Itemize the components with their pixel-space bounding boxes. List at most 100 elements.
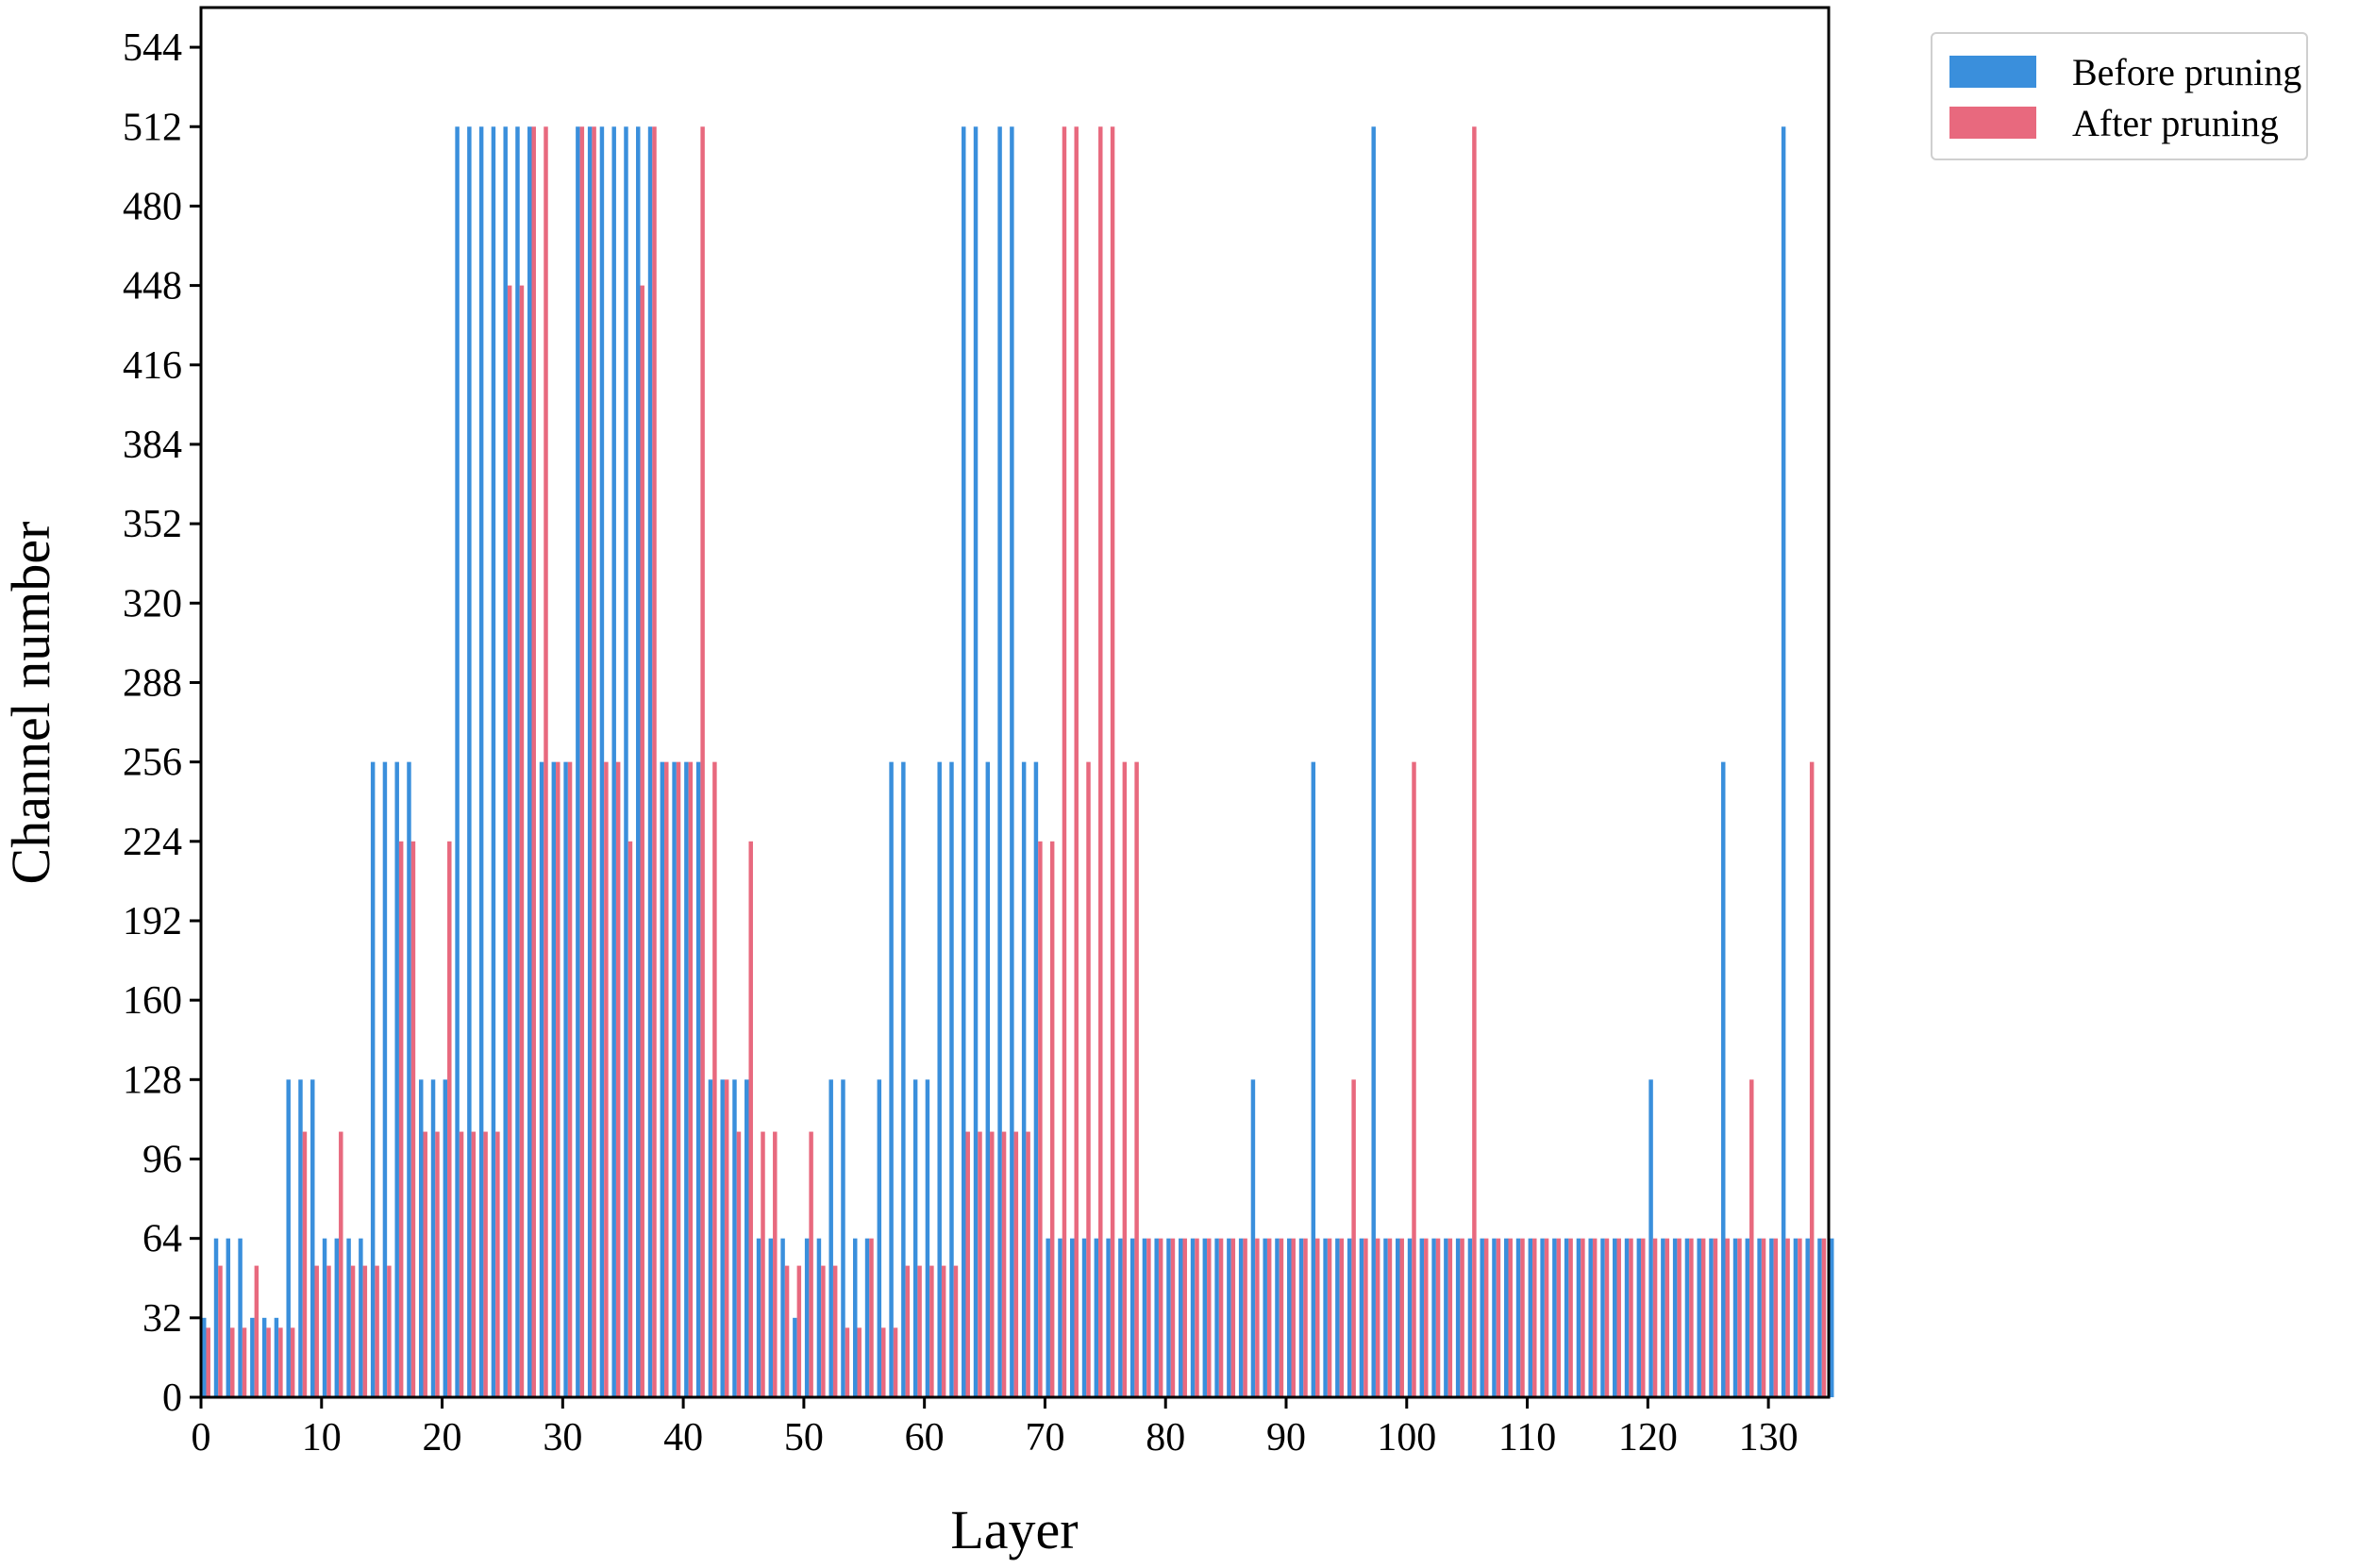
bar-before-73 [1081, 1238, 1087, 1397]
bar-after-60 [929, 1265, 934, 1397]
bar-before-49 [793, 1317, 797, 1397]
bar-after-124 [1700, 1238, 1706, 1397]
bar-before-129 [1757, 1238, 1762, 1397]
bar-after-79 [1158, 1238, 1163, 1397]
bar-after-14 [375, 1265, 379, 1397]
bar-after-92 [1315, 1238, 1320, 1397]
bar-before-70 [1046, 1238, 1050, 1397]
bar-after-55 [869, 1238, 874, 1397]
bar-after-71 [1062, 126, 1067, 1397]
bar-before-19 [430, 1079, 436, 1397]
bar-after-127 [1737, 1238, 1742, 1397]
bar-before-29 [551, 761, 557, 1397]
bar-after-11 [339, 1131, 343, 1397]
bar-after-12 [350, 1265, 356, 1397]
bar-after-19 [435, 1131, 440, 1397]
bar-before-13 [359, 1238, 363, 1397]
bar-after-64 [978, 1131, 982, 1397]
bar-after-41 [700, 126, 705, 1397]
bar-before-27 [527, 126, 532, 1397]
bar-before-109 [1515, 1238, 1521, 1397]
bar-before-39 [672, 761, 677, 1397]
bar-after-118 [1629, 1238, 1633, 1397]
bar-before-80 [1166, 1238, 1171, 1397]
y-tick-label-416: 416 [123, 344, 182, 388]
bar-before-4 [250, 1317, 255, 1397]
bar-after-104 [1460, 1238, 1464, 1397]
bar-after-15 [387, 1265, 392, 1397]
bar-before-71 [1058, 1238, 1062, 1397]
bar-after-76 [1122, 761, 1128, 1397]
bar-before-23 [478, 126, 484, 1397]
bar-before-59 [912, 1079, 918, 1397]
x-tick-label-50: 50 [784, 1416, 824, 1460]
bar-before-46 [756, 1238, 761, 1397]
bar-after-44 [736, 1131, 742, 1397]
y-tick-label-352: 352 [123, 503, 182, 546]
bar-after-36 [640, 285, 644, 1398]
bar-before-128 [1745, 1238, 1750, 1397]
bar-before-115 [1588, 1238, 1593, 1397]
bar-before-15 [382, 761, 388, 1397]
bar-after-54 [857, 1327, 862, 1397]
x-tick-label-60: 60 [905, 1416, 945, 1460]
bar-after-132 [1798, 1238, 1802, 1397]
bar-before-123 [1684, 1238, 1690, 1397]
bar-before-98 [1383, 1238, 1388, 1397]
bar-after-17 [410, 841, 416, 1397]
bar-after-34 [615, 761, 621, 1397]
bar-before-76 [1118, 1238, 1123, 1397]
bar-before-44 [732, 1079, 737, 1397]
bar-before-74 [1094, 1238, 1099, 1397]
bar-after-23 [483, 1131, 488, 1397]
x-tick-label-40: 40 [663, 1416, 703, 1460]
bar-after-74 [1098, 126, 1103, 1397]
bar-after-93 [1327, 1238, 1332, 1397]
bar-after-29 [556, 761, 560, 1397]
bar-before-113 [1564, 1238, 1569, 1397]
bar-before-53 [841, 1079, 845, 1397]
bar-after-49 [796, 1265, 802, 1397]
bar-after-21 [459, 1131, 464, 1397]
bar-after-31 [579, 126, 585, 1397]
bar-before-93 [1323, 1238, 1328, 1397]
bar-after-102 [1435, 1238, 1441, 1397]
y-tick-label-544: 544 [123, 26, 182, 70]
bar-after-89 [1279, 1238, 1284, 1397]
bar-after-48 [784, 1265, 790, 1397]
y-tick-label-512: 512 [123, 106, 182, 149]
bar-before-75 [1106, 1238, 1111, 1397]
y-tick-label-480: 480 [123, 185, 182, 228]
bar-after-67 [1013, 1131, 1019, 1397]
bar-before-22 [467, 126, 472, 1397]
bar-before-105 [1467, 1238, 1473, 1397]
bar-after-70 [1049, 841, 1055, 1397]
bar-after-33 [604, 761, 609, 1397]
bar-before-114 [1576, 1238, 1581, 1397]
bar-before-72 [1070, 1238, 1075, 1397]
bar-after-26 [519, 285, 525, 1398]
legend-item-after: After pruning [1949, 102, 2279, 144]
x-tick-label-80: 80 [1146, 1416, 1185, 1460]
bar-before-107 [1492, 1238, 1497, 1397]
bar-before-125 [1709, 1238, 1714, 1397]
bar-before-95 [1347, 1238, 1352, 1397]
bar-after-43 [724, 1079, 729, 1397]
y-tick-label-320: 320 [123, 582, 182, 626]
bar-after-51 [821, 1265, 826, 1397]
bar-before-90 [1287, 1238, 1292, 1397]
bar-before-110 [1528, 1238, 1533, 1397]
bar-after-131 [1785, 1238, 1790, 1397]
bar-after-128 [1749, 1079, 1754, 1397]
x-tick-label-0: 0 [192, 1416, 211, 1460]
plot-frame [199, 6, 1831, 1399]
bar-before-66 [997, 126, 1002, 1397]
y-axis: 0 32 64 96 128 160 192 224 256 288 320 352 384 416 448… [123, 26, 201, 1420]
bar-before-64 [973, 126, 979, 1397]
bar-after-107 [1496, 1238, 1501, 1397]
bar-after-125 [1713, 1238, 1718, 1397]
bar-before-45 [745, 1079, 749, 1397]
bar-after-81 [1182, 1238, 1187, 1397]
bar-before-6 [274, 1317, 279, 1397]
